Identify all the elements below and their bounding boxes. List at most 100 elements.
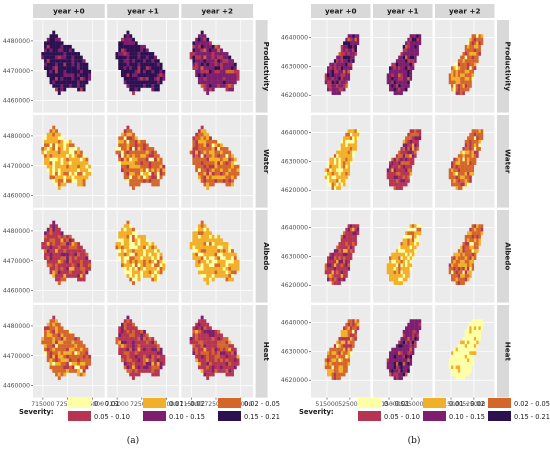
raster-cell [211, 358, 215, 363]
raster-cell [416, 34, 419, 38]
raster-cell [333, 274, 337, 278]
raster-cell [126, 157, 130, 162]
raster-cell [140, 263, 144, 268]
raster-cell [345, 231, 348, 236]
raster-cell [480, 37, 484, 42]
raster-cell [395, 351, 399, 356]
raster-cell [395, 87, 399, 92]
raster-cell [469, 59, 472, 63]
raster-cell [340, 351, 344, 356]
raster-cell [52, 242, 56, 246]
raster-cell [195, 139, 199, 144]
raster-cell [409, 333, 413, 338]
raster-cell [151, 147, 155, 151]
raster-cell [46, 154, 50, 158]
raster-cell [473, 52, 477, 56]
raster-cell [462, 354, 465, 359]
raster-cell [115, 52, 119, 56]
raster-cell [63, 358, 67, 363]
raster-cell [453, 365, 456, 370]
raster-cell [217, 161, 221, 166]
raster-cell [132, 369, 135, 373]
raster-cell [338, 80, 341, 85]
raster-cell [82, 69, 86, 74]
legend-swatch [358, 398, 381, 408]
raster-cell [398, 259, 401, 264]
raster-cell [225, 344, 229, 348]
raster-cell [77, 344, 81, 348]
raster-cell [211, 143, 215, 148]
raster-cell [71, 48, 75, 53]
raster-cell [331, 164, 335, 169]
raster-cell [134, 263, 138, 268]
raster-cell [192, 329, 196, 334]
raster-cell [57, 48, 61, 53]
raster-cell [49, 41, 53, 46]
raster-cell [411, 161, 415, 166]
raster-cell [55, 266, 58, 271]
raster-cell [347, 358, 351, 363]
raster-cell [197, 238, 201, 243]
raster-cell [60, 48, 64, 53]
raster-cell [88, 76, 92, 81]
raster-cell [44, 231, 47, 236]
raster-cell [77, 274, 81, 278]
raster-cell [148, 245, 152, 250]
raster-cell [455, 369, 459, 373]
raster-cell [336, 150, 339, 155]
raster-cell [327, 351, 330, 356]
raster-cell [88, 171, 92, 176]
raster-cell [208, 326, 212, 331]
raster-cell [464, 329, 468, 334]
raster-cell [200, 129, 204, 133]
raster-cell [203, 259, 207, 264]
raster-cell [82, 84, 86, 88]
raster-cell [129, 44, 133, 49]
raster-cell [343, 245, 346, 250]
raster-cell [451, 80, 454, 85]
raster-cell [418, 34, 422, 38]
raster-cells [41, 315, 92, 380]
raster-cell [137, 354, 141, 359]
raster-cell [222, 361, 226, 366]
raster-cell [82, 358, 86, 363]
raster-cell [407, 175, 410, 180]
raster-cell [478, 242, 481, 246]
raster-cell [393, 358, 397, 363]
raster-cell [471, 129, 475, 133]
raster-cell [46, 231, 50, 236]
raster-cell [340, 277, 344, 282]
raster-cell [82, 252, 86, 257]
raster-cell [338, 242, 341, 246]
raster-cell [137, 161, 141, 166]
raster-cell [55, 157, 58, 162]
raster-cell [55, 37, 58, 42]
map-panel [373, 210, 433, 303]
raster-cell [473, 37, 477, 42]
legend-swatch [423, 411, 446, 421]
raster-cell [414, 333, 417, 338]
raster-cell [457, 62, 461, 67]
raster-cell [118, 234, 122, 239]
raster-cell [208, 270, 212, 275]
raster-cell [460, 365, 463, 370]
raster-cell [349, 234, 353, 239]
raster-cell [74, 80, 78, 85]
raster-cell [44, 242, 47, 246]
raster-cell [132, 44, 135, 49]
raster-cell [206, 41, 210, 46]
raster-cell [79, 263, 83, 268]
raster-cell [473, 55, 477, 60]
raster-cell [228, 55, 232, 60]
raster-cell [402, 80, 406, 85]
raster-cell [200, 242, 204, 246]
raster-cell [347, 147, 351, 151]
raster-cell [74, 347, 78, 352]
raster-cell [217, 242, 221, 246]
raster-cell [405, 69, 408, 74]
raster-cell [405, 48, 408, 53]
raster-cell [55, 358, 58, 363]
raster-cell [118, 347, 122, 352]
raster-cell [389, 351, 392, 356]
raster-cell [356, 227, 360, 232]
